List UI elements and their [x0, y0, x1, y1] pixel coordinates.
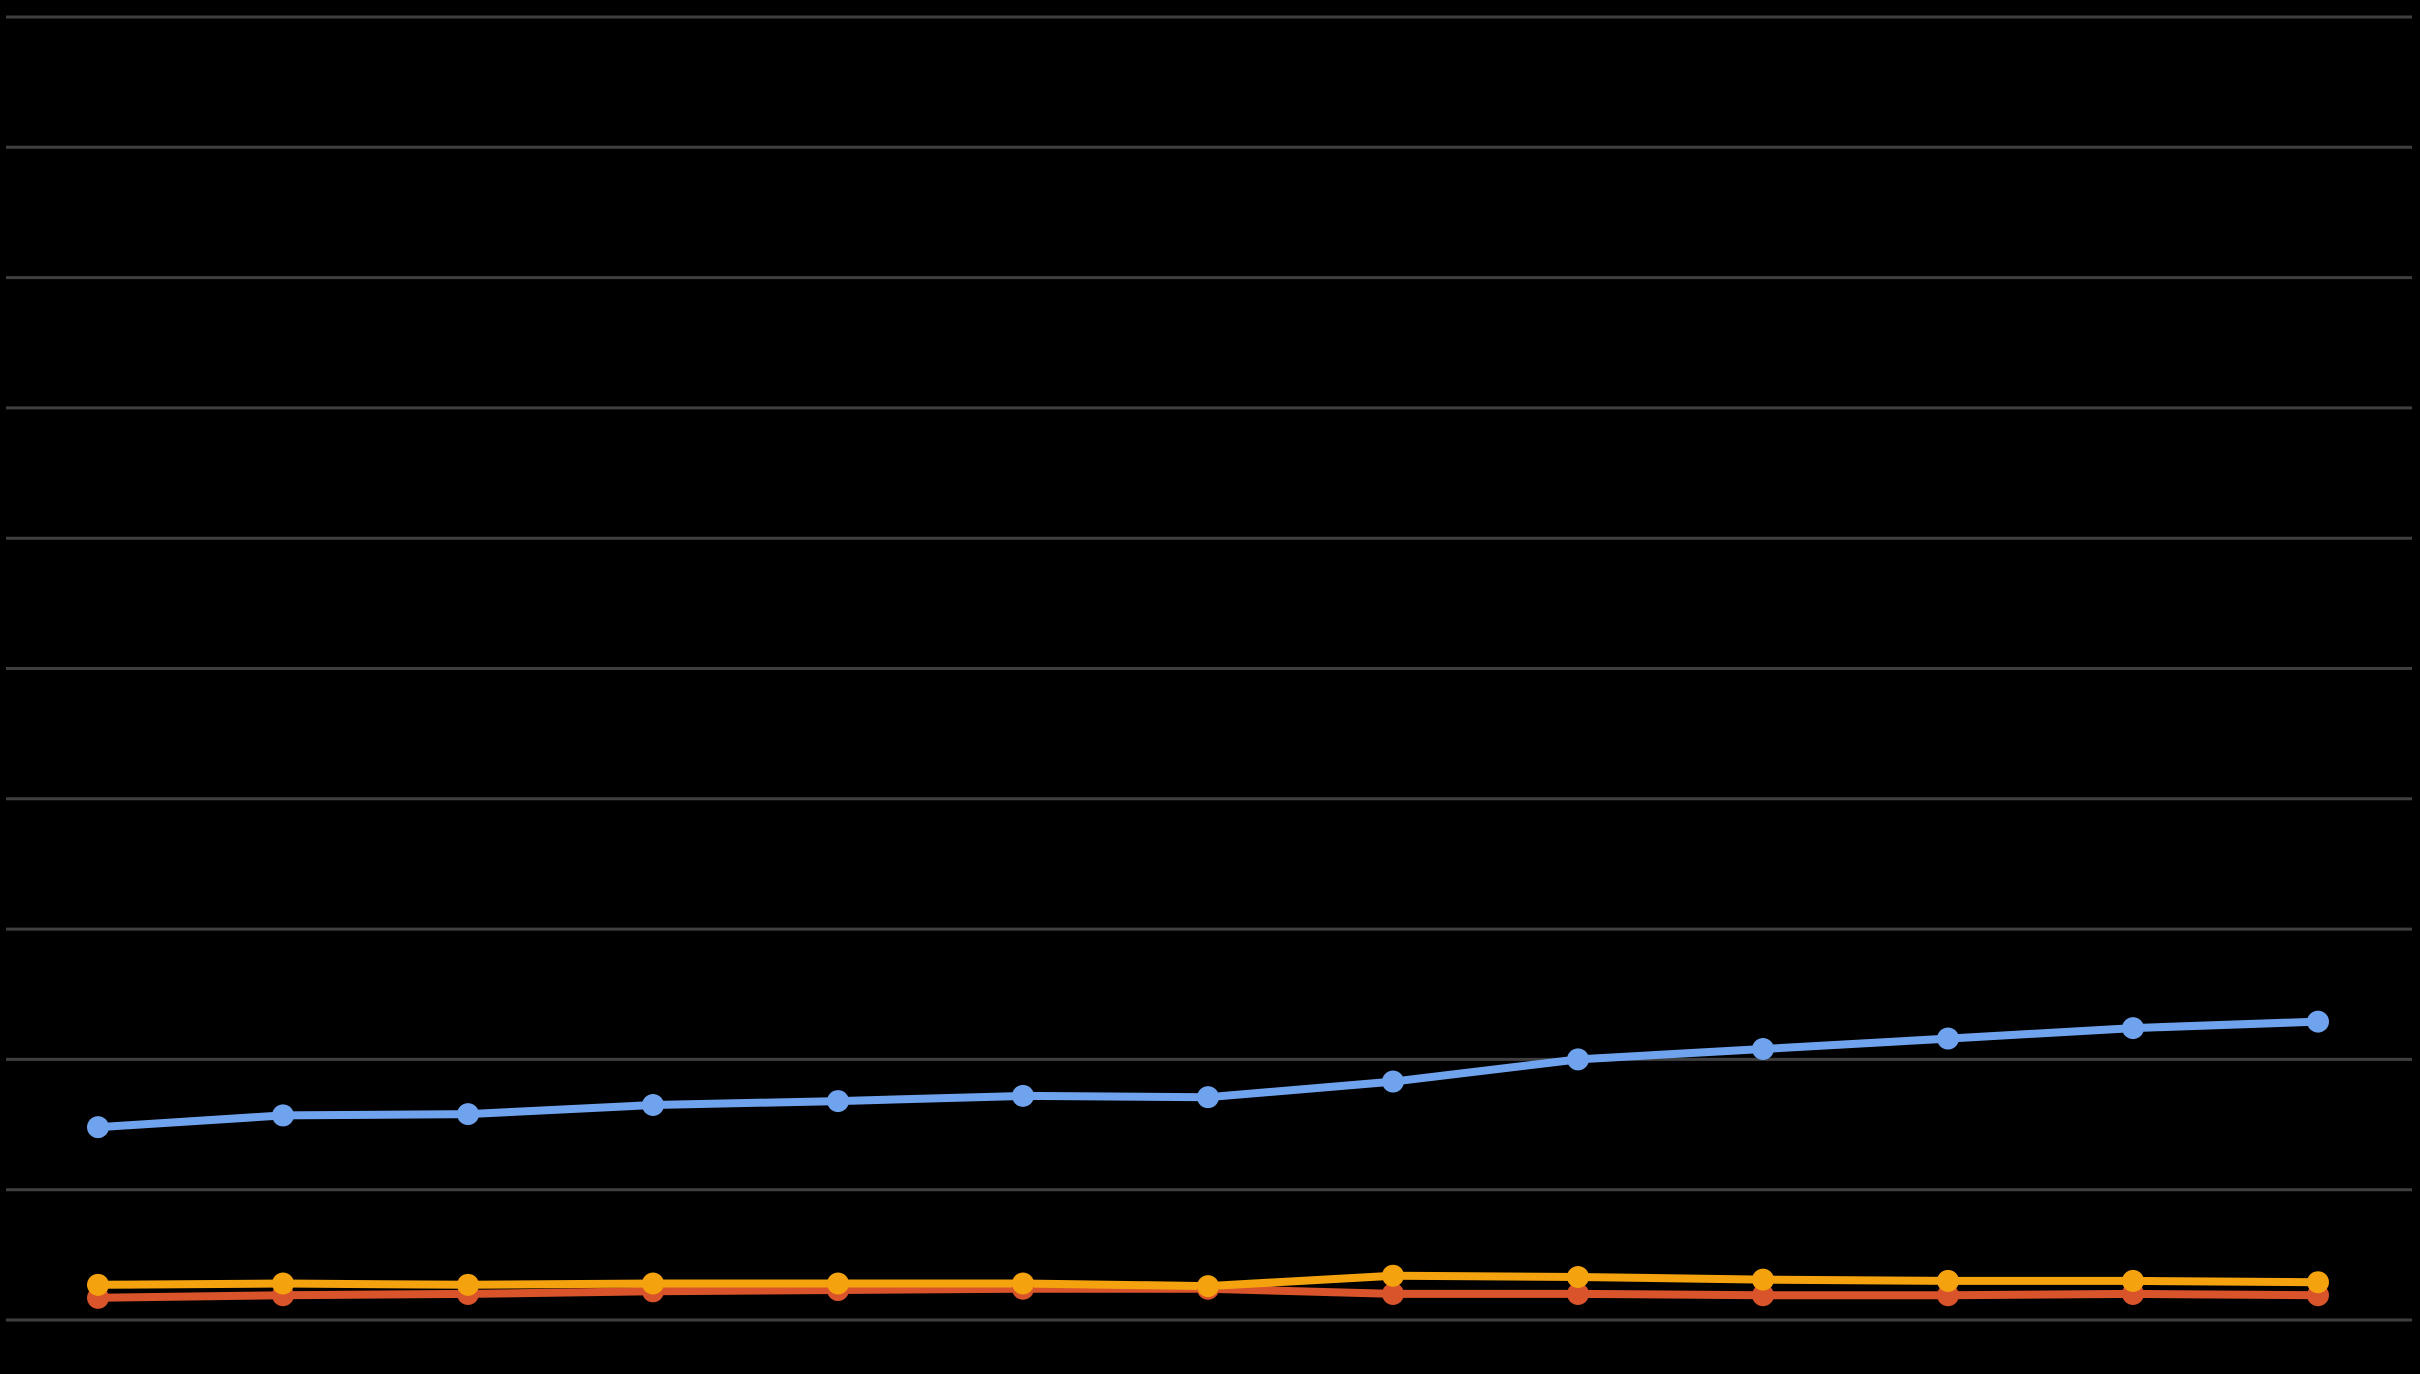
series-3-point-8 [1382, 1282, 1404, 1305]
series-2-point-6 [1012, 1272, 1034, 1295]
series-lines [94, 1017, 2322, 1302]
series-2-point-8 [1382, 1264, 1404, 1287]
series-2-point-2 [272, 1272, 294, 1295]
series-1-point-13 [2307, 1010, 2329, 1033]
series-1-point-6 [1012, 1084, 1034, 1107]
series-3-point-9 [1567, 1282, 1589, 1305]
series-1-point-7 [1197, 1086, 1219, 1109]
series-1-point-8 [1382, 1070, 1404, 1093]
series-2-point-5 [827, 1272, 849, 1295]
series-1-line [94, 1017, 2322, 1132]
series-2-point-13 [2307, 1271, 2329, 1294]
series-1-point-4 [642, 1094, 664, 1117]
series-1-point-2 [272, 1104, 294, 1127]
series-1-point-9 [1567, 1048, 1589, 1071]
data-points [87, 1010, 2329, 1309]
series-1-point-3 [457, 1103, 479, 1126]
series-1-point-5 [827, 1090, 849, 1113]
series-3-point-10 [1752, 1284, 1774, 1307]
series-2-point-3 [457, 1273, 479, 1296]
series-2-point-1 [87, 1273, 109, 1296]
gridlines [6, 15, 2412, 1322]
series-2-point-12 [2122, 1269, 2144, 1292]
series-1-point-10 [1752, 1037, 1774, 1060]
series-1-point-12 [2122, 1017, 2144, 1040]
series-2-point-10 [1752, 1268, 1774, 1291]
series-2-point-9 [1567, 1266, 1589, 1289]
series-2-point-7 [1197, 1275, 1219, 1298]
series-1-point-1 [87, 1116, 109, 1139]
series-2-point-11 [1937, 1269, 1959, 1292]
series-1-point-11 [1937, 1027, 1959, 1050]
series-2-point-4 [642, 1272, 664, 1295]
